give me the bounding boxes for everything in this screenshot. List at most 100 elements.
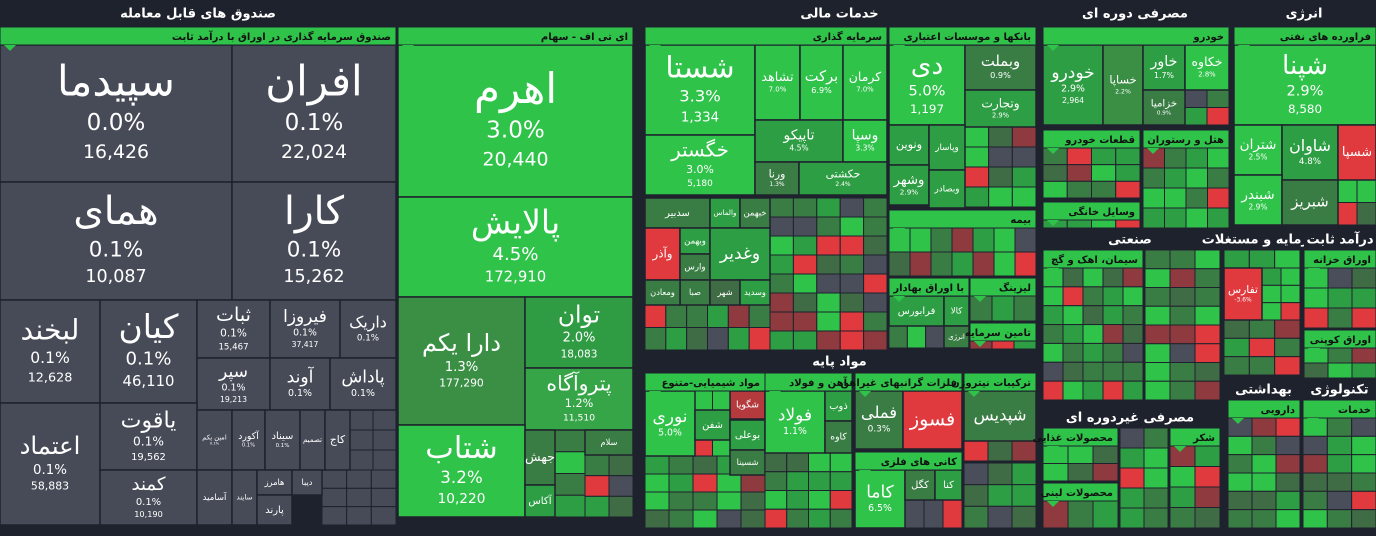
tile[interactable] [729,419,766,451]
tile-change: 2.9% [1249,203,1268,212]
minor-tile [1143,487,1169,509]
minor-tile [1169,507,1196,529]
tile[interactable] [524,429,556,486]
tile-change: 4.5% [789,144,808,153]
tile[interactable] [709,279,741,306]
tile[interactable] [854,390,904,450]
tile[interactable] [709,227,771,281]
tile-volume: 172,910 [485,268,546,286]
tile[interactable] [339,299,397,359]
tile[interactable] [644,279,681,306]
tile[interactable] [0,44,233,183]
tile[interactable] [754,161,800,196]
tile[interactable] [291,469,323,496]
tile[interactable] [584,429,634,456]
group-title: هتل و رستوران [1147,135,1224,146]
tile-volume: 22,024 [281,141,347,163]
tile[interactable] [1223,267,1263,321]
tile[interactable] [739,279,771,306]
tile[interactable] [842,44,888,121]
tile[interactable] [524,484,556,518]
tile[interactable] [324,409,351,471]
tile[interactable] [679,253,711,281]
tile-name: تصمیم [303,435,322,444]
tile[interactable] [99,402,198,471]
group-marker [1047,220,1059,226]
tile[interactable] [299,409,326,471]
minor-tile [1011,186,1037,208]
tile[interactable] [888,44,966,126]
tile[interactable] [1233,124,1283,176]
minor-tile [764,508,788,529]
minor-tile [1302,454,1328,474]
group-header [1303,249,1376,269]
tile[interactable] [739,197,771,229]
tile[interactable] [397,424,526,518]
tile[interactable] [99,469,198,526]
tile[interactable] [764,390,826,454]
tile-name: شسپا [1342,145,1372,160]
tile-name: جهش [525,450,555,465]
tile-name: فولاد [778,405,812,425]
tile[interactable] [964,89,1037,128]
tile[interactable] [943,295,970,327]
minor-tile [1013,340,1037,350]
group-marker [1047,45,1059,51]
minor-tile [1144,287,1171,307]
tile-name: پارند [265,505,284,516]
tile-name: تاپیکو [783,128,815,144]
tile-name: کیان [119,307,179,346]
tile[interactable] [524,367,634,431]
tile[interactable] [1281,124,1339,181]
tile[interactable] [0,181,233,301]
tile[interactable] [0,402,101,526]
tile[interactable] [888,164,930,206]
minor-tile [972,227,995,253]
tile[interactable] [256,494,293,526]
group-marker [1047,501,1059,507]
tile[interactable] [1281,179,1339,226]
tile-name: کنا [943,480,954,491]
tile[interactable] [902,390,963,450]
tile[interactable] [644,44,756,136]
minor-tile [1164,187,1187,209]
tile[interactable] [928,169,966,209]
tile[interactable] [798,161,888,196]
tile[interactable] [231,181,397,301]
minor-tile [1115,219,1141,229]
minor-tile [1144,305,1171,326]
minor-tile [1092,500,1119,529]
tile[interactable] [824,420,853,454]
tile[interactable] [269,299,341,359]
minor-tile [1351,472,1376,492]
minor-tile [1062,324,1084,344]
tile[interactable] [729,449,766,476]
tile[interactable] [231,469,258,526]
tile[interactable] [1337,124,1376,181]
tile-name: هامرز [264,477,285,487]
tile[interactable] [963,390,1037,442]
tile[interactable] [709,197,741,229]
tile[interactable] [397,196,634,298]
tile-change: 0.1% [89,237,143,262]
group-title: فلزات گرانبهای غیراهن [840,376,957,389]
tile[interactable] [329,357,397,411]
minor-tile [1066,164,1092,182]
tile[interactable] [694,409,731,441]
minor-tile [1122,361,1144,382]
tile[interactable] [264,409,301,471]
tile[interactable] [1142,89,1186,126]
tile[interactable] [644,134,756,196]
tile[interactable] [1102,44,1144,126]
tile[interactable] [964,44,1037,91]
minor-tile [349,429,374,451]
minor-tile [1082,324,1104,344]
tile[interactable] [904,469,936,501]
tile-name: شسینا [737,457,759,467]
tile[interactable] [196,299,271,359]
tile-change: 0.1% [293,328,317,339]
minor-tile [808,490,831,510]
tile[interactable] [943,325,970,349]
tile[interactable] [397,296,526,426]
minor-tile [740,473,766,493]
